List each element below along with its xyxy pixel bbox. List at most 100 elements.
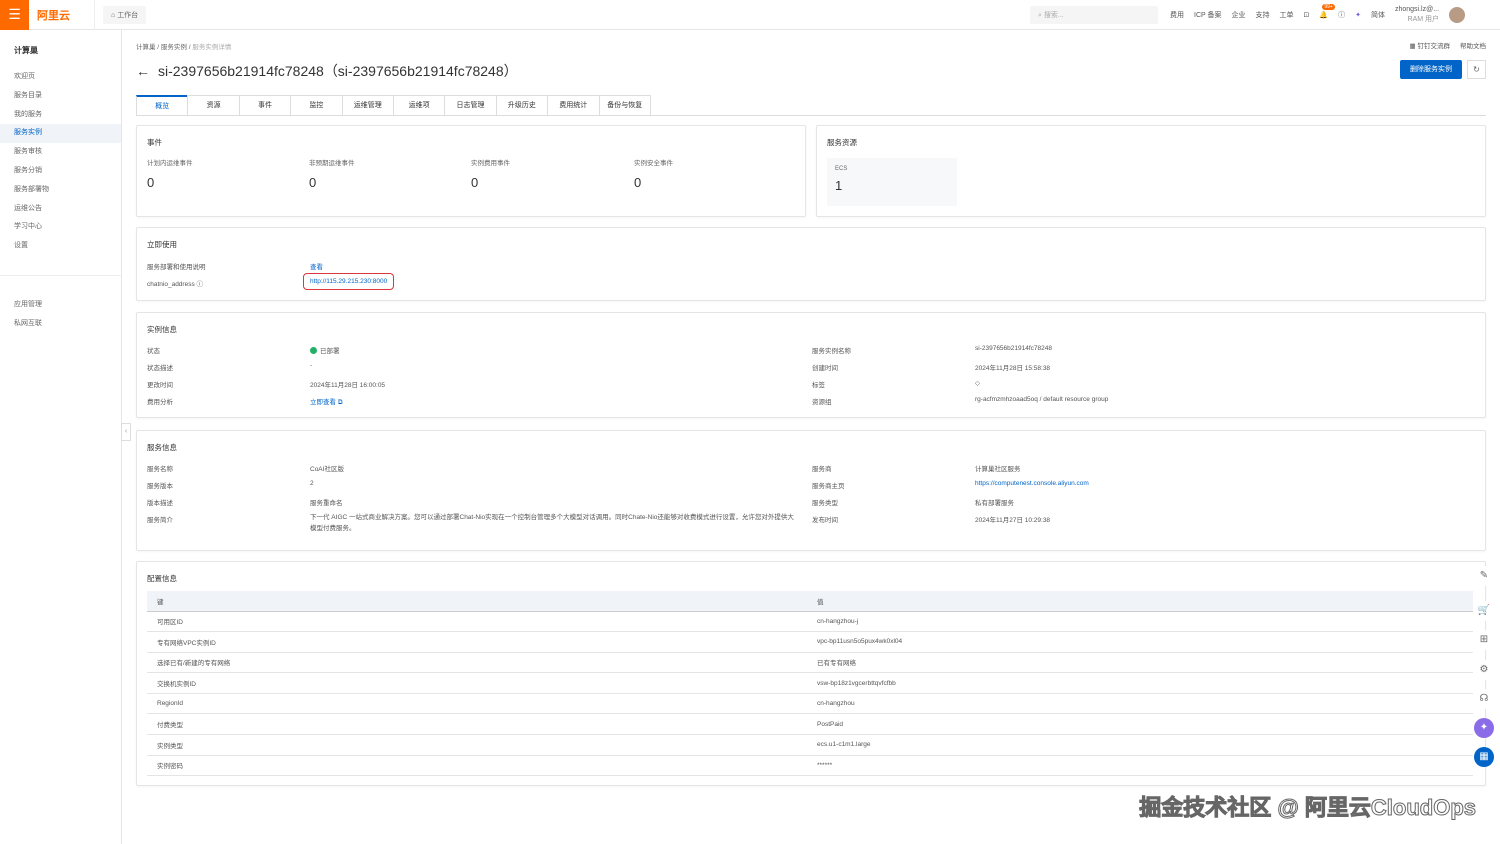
crumb-2[interactable]: 服务实例 (160, 44, 187, 51)
sidebar-item-welcome[interactable]: 欢迎页 (14, 73, 35, 80)
event-label: 非预期运维事件 (309, 160, 355, 167)
config-key: 实例密码 (147, 755, 807, 777)
version-desc-label: 版本描述 (147, 500, 173, 507)
cost-view-link[interactable]: 立即查看 ⧉ (310, 396, 342, 407)
config-key: 交换机实例ID (147, 672, 807, 694)
language-switch[interactable]: 简体 (1370, 12, 1385, 19)
avatar[interactable] (1449, 7, 1466, 23)
sidebar-item-artifacts[interactable]: 服务部署物 (14, 185, 49, 193)
ai-assistant-icon[interactable]: ✦ (1355, 12, 1361, 19)
search-input[interactable]: ⌕ 搜索... (1030, 6, 1158, 24)
help-icon[interactable]: ⓘ (1338, 12, 1346, 19)
workbench-button[interactable]: ⌂ 工作台 (103, 5, 147, 24)
event-value: 0 (147, 175, 155, 190)
apps-grid-icon[interactable]: ▦ (1474, 747, 1494, 767)
tab-monitor[interactable]: 监控 (290, 95, 343, 115)
user-role: RAM 用户 (1407, 16, 1440, 23)
provider-value: 计算巢社区服务 (975, 466, 1021, 473)
headset-icon[interactable]: ☊ (1474, 689, 1494, 709)
event-security[interactable]: 实例安全事件 0 (634, 157, 673, 190)
config-info-card: 配置信息 键值 可用区ID cn-hangzhou-j 专有网络VPC实例ID vpc… (136, 561, 1486, 786)
help-circle-icon[interactable]: ⓘ (196, 281, 204, 288)
crumb-1[interactable]: 计算巢 (136, 44, 156, 51)
service-version-value: 2 (310, 480, 314, 487)
user-menu[interactable]: zhongsi.lz@... RAM 用户 (1395, 5, 1439, 25)
sidebar-item-instances[interactable]: 服务实例 (0, 124, 121, 144)
service-name-label: 服务名称 (147, 466, 173, 473)
cost-link-text: 立即查看 (310, 399, 336, 406)
tab-cost[interactable]: 费用统计 (547, 95, 600, 115)
tab-ops-items[interactable]: 运维项 (392, 95, 446, 115)
tab-resources[interactable]: 资源 (187, 95, 240, 115)
nav-ticket[interactable]: 工单 (1279, 12, 1294, 19)
refresh-button[interactable]: ↻ (1467, 60, 1486, 79)
sidebar-item-apps[interactable]: 应用管理 (14, 300, 42, 308)
status-label: 状态 (147, 348, 160, 355)
tab-events[interactable]: 事件 (238, 95, 292, 115)
column-value: 值 (807, 591, 1473, 612)
doc-label: 服务部署和使用说明 (147, 264, 206, 271)
event-unexpected[interactable]: 非预期运维事件 0 (309, 157, 355, 190)
sidebar-collapse-handle[interactable]: ‹ (121, 423, 131, 441)
back-arrow-icon[interactable]: ← (136, 63, 150, 79)
events-card: 事件 计划内运维事件 0 非预期运维事件 0 实例费用事件 0 实例安全事件 0 (136, 125, 806, 217)
event-planned[interactable]: 计划内运维事件 0 (147, 157, 193, 190)
menu-icon[interactable]: ☰ (0, 0, 29, 30)
sidebar-item-announcements[interactable]: 运维公告 (14, 204, 42, 212)
nav-fees[interactable]: 费用 (1170, 12, 1184, 19)
config-key: 实例类型 (147, 734, 807, 756)
help-doc-link[interactable]: 帮助文档 (1460, 43, 1486, 50)
config-value: vpc-bp11usn5o5pux4wk0xl04 (807, 631, 1473, 653)
sidebar-item-settings[interactable]: 设置 (14, 242, 28, 250)
table-row: 实例密码 ****** (147, 755, 1473, 777)
service-intro-label: 服务简介 (147, 517, 173, 524)
resources-card: 服务资源 ECS 1 (816, 125, 1486, 217)
ecs-resource-tile[interactable]: ECS 1 (827, 158, 957, 206)
sidebar-item-learning[interactable]: 学习中心 (14, 223, 42, 231)
sidebar-item-catalog[interactable]: 服务目录 (14, 91, 42, 99)
sidebar-item-review[interactable]: 服务审核 (14, 148, 42, 156)
nav-icp[interactable]: ICP 备案 (1194, 12, 1222, 19)
bell-icon[interactable]: 🔔 99+ (1319, 4, 1335, 19)
config-value: ****** (807, 755, 1473, 777)
settings-icon[interactable]: ⚙ (1474, 660, 1494, 680)
config-key: 专有网络VPC实例ID (147, 631, 807, 653)
resource-count: 1 (835, 178, 843, 193)
chatnio-address-link[interactable]: http://115.29.215.230:8000 (303, 273, 395, 290)
resource-group-label: 资源组 (812, 399, 832, 406)
billing-icon[interactable]: ⊞ (1474, 630, 1494, 650)
tab-overview[interactable]: 概览 (136, 95, 189, 115)
config-key: 选择已有/新建的专有网络 (147, 652, 807, 674)
sidebar-item-my-services[interactable]: 我的服务 (14, 110, 42, 118)
nav-support[interactable]: 支持 (1255, 12, 1270, 19)
config-value: vsw-bp18z1vgcerbttqvfcfbb (807, 672, 1473, 694)
workbench-label: 工作台 (117, 11, 139, 19)
edit-icon[interactable]: ✎ (1474, 566, 1494, 586)
config-value: cn-hangzhou-j (807, 611, 1473, 633)
sidebar-title: 计算巢 (14, 46, 38, 55)
cart-icon[interactable]: 🛒 (1474, 601, 1494, 621)
column-key: 键 (147, 591, 807, 612)
event-cost[interactable]: 实例费用事件 0 (471, 157, 510, 190)
sidebar-item-privatelink[interactable]: 私网互联 (14, 319, 42, 327)
tab-backup[interactable]: 备份与恢复 (598, 95, 651, 115)
tag-icon[interactable]: ◇ (975, 380, 980, 387)
nav-enterprise[interactable]: 企业 (1231, 12, 1246, 19)
ai-assistant-float-icon[interactable]: ✦ (1474, 718, 1494, 738)
event-label: 实例费用事件 (471, 160, 510, 167)
dingtalk-link[interactable]: ▦ 钉钉交流群 (1409, 43, 1450, 50)
doc-view-link[interactable]: 查看 (310, 264, 323, 271)
publish-time-label: 发布时间 (812, 517, 838, 524)
username: zhongsi.lz@... (1394, 6, 1440, 13)
config-key: RegionId (147, 693, 807, 715)
logo-text: 阿里云 (37, 9, 70, 22)
tab-upgrade-history[interactable]: 升级历史 (495, 95, 549, 115)
terminal-icon[interactable]: ⊡ (1303, 12, 1310, 19)
config-value: ecs.u1-c1m1.large (807, 734, 1473, 756)
sidebar-item-distribution[interactable]: 服务分销 (14, 166, 42, 174)
delete-instance-button[interactable]: 删除服务实例 (1400, 60, 1462, 79)
tab-ops[interactable]: 运维管理 (341, 95, 394, 115)
provider-home-link[interactable]: https://computenest.console.aliyun.com (975, 480, 1089, 487)
tab-logs[interactable]: 日志管理 (444, 95, 497, 115)
aliyun-logo[interactable]: 阿里云 (29, 0, 95, 30)
